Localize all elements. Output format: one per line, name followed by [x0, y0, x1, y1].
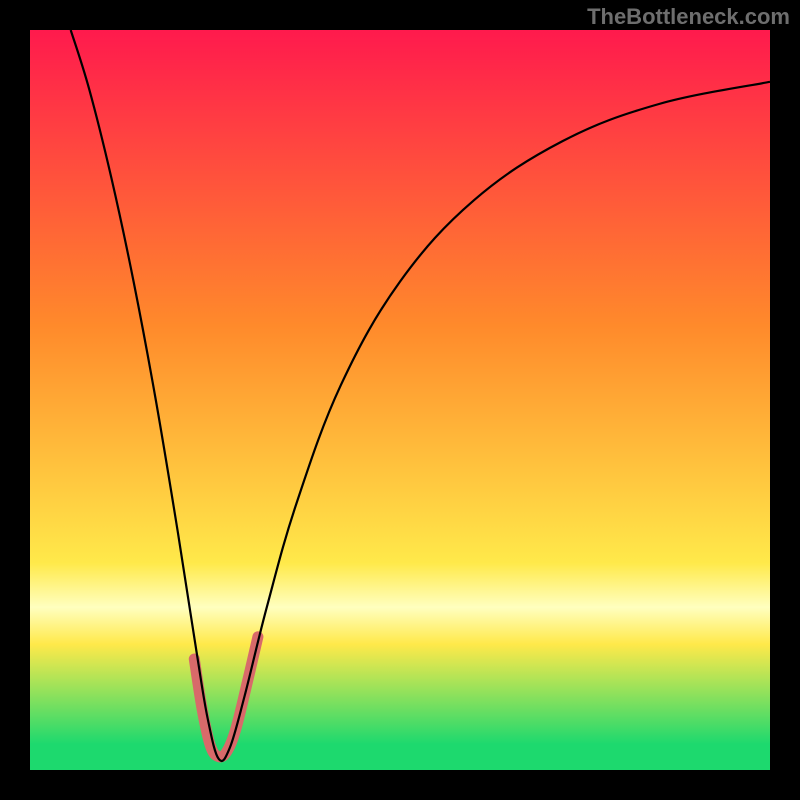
bottleneck-curve-chart	[30, 30, 770, 770]
gradient-background	[30, 30, 770, 770]
attribution-watermark: TheBottleneck.com	[587, 4, 790, 30]
chart-frame: TheBottleneck.com	[0, 0, 800, 800]
plot-area	[30, 30, 770, 770]
